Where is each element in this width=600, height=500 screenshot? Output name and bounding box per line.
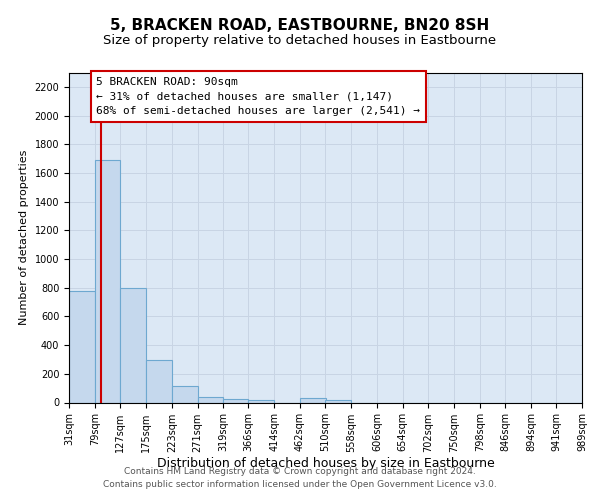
Text: Size of property relative to detached houses in Eastbourne: Size of property relative to detached ho… [103,34,497,47]
Text: Contains public sector information licensed under the Open Government Licence v3: Contains public sector information licen… [103,480,497,489]
Text: 5, BRACKEN ROAD, EASTBOURNE, BN20 8SH: 5, BRACKEN ROAD, EASTBOURNE, BN20 8SH [110,18,490,32]
X-axis label: Distribution of detached houses by size in Eastbourne: Distribution of detached houses by size … [157,457,494,470]
Bar [69,290,95,403]
Bar [223,399,248,402]
Bar [121,288,146,403]
Bar [325,400,351,402]
Bar [197,397,223,402]
Bar [172,386,197,402]
Y-axis label: Number of detached properties: Number of detached properties [19,150,29,325]
Bar [95,160,121,402]
Text: Contains HM Land Registry data © Crown copyright and database right 2024.: Contains HM Land Registry data © Crown c… [124,468,476,476]
Bar [300,398,325,402]
Text: 5 BRACKEN ROAD: 90sqm
← 31% of detached houses are smaller (1,147)
68% of semi-d: 5 BRACKEN ROAD: 90sqm ← 31% of detached … [97,77,421,116]
Bar [146,360,172,403]
Bar [248,400,274,402]
